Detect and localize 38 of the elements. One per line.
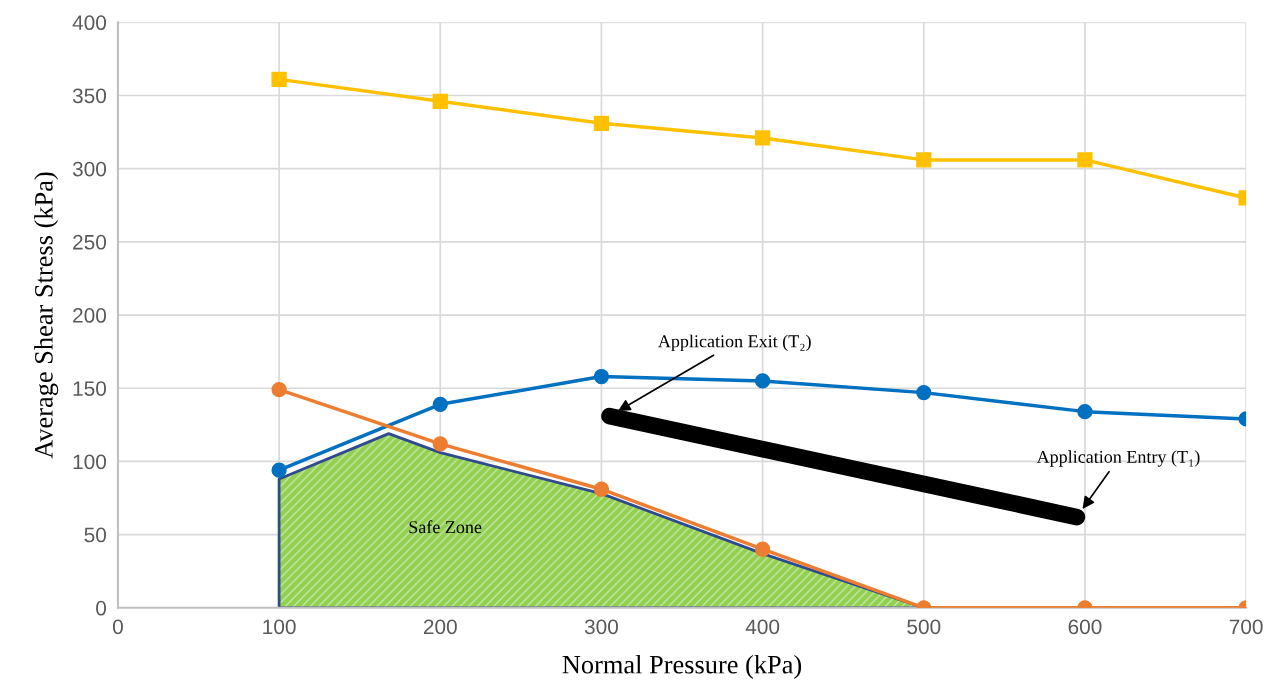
y-tick-label: 100 [73,454,107,470]
point [271,462,287,478]
point [432,396,448,412]
y-tick-label: 350 [72,88,107,104]
y-tick-label: 50 [84,527,107,543]
y-tick-label: 300 [72,161,107,177]
point [754,373,771,389]
x-tick-label: 200 [423,619,457,635]
x-tick-label: 100 [263,619,296,635]
point [754,130,771,146]
x-tick-label: 700 [1229,619,1263,635]
y-tick-label: 150 [73,381,107,396]
point [916,152,932,168]
x-tick-label: 0 [112,619,123,635]
x-axis-title: Normal Pressure (kPa) [562,654,802,679]
x-tick-label: 300 [584,619,619,635]
annotation: Application Entry (T₁) [1036,450,1200,467]
point [271,71,287,88]
y-tick-label: 200 [73,308,107,323]
point [754,541,771,557]
y-tick-label: 250 [73,234,107,250]
point [271,382,287,398]
x-tick-label: 600 [1068,619,1102,635]
point [916,384,932,401]
y-tick-label: 400 [72,15,107,31]
x-tick-label: 500 [907,619,941,635]
point [1077,152,1093,168]
point [593,368,610,385]
point [593,481,610,497]
y-axis-title: Average Shear Stress (kPa) [34,172,59,459]
x-tick-label: 400 [745,619,780,635]
annotation: Application Exit (T₂) [658,334,811,352]
y-tick-label: 0 [96,600,107,616]
point [1077,404,1093,420]
point [432,436,448,452]
point [432,93,448,109]
annotation: Safe Zone [409,520,482,534]
point [593,115,610,131]
